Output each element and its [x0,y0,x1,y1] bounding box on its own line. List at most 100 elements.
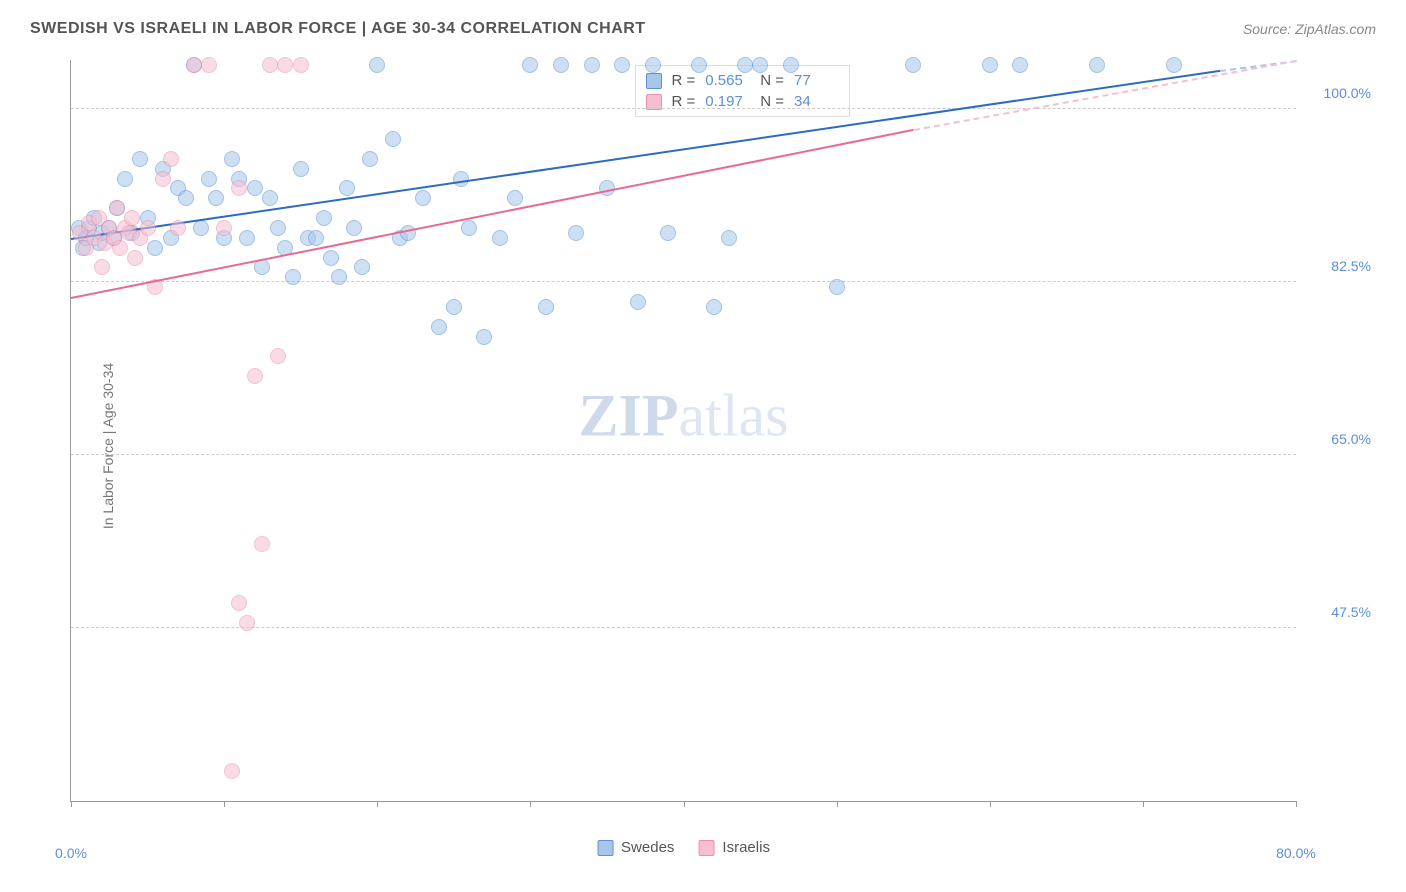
data-point [354,259,370,275]
watermark: ZIPatlas [579,381,789,450]
data-point [94,259,110,275]
gridline [71,281,1296,282]
series-swatch [646,73,662,89]
series-swatch [646,94,662,110]
data-point [224,151,240,167]
legend-item: Swedes [597,839,674,856]
data-point [538,299,554,315]
trend-line [914,60,1297,131]
stat-n-value: 77 [794,72,839,89]
x-tick [71,801,72,807]
data-point [201,171,217,187]
data-point [270,348,286,364]
data-point [201,57,217,73]
data-point [127,250,143,266]
y-tick-label: 47.5% [1306,604,1371,620]
data-point [645,57,661,73]
x-tick [837,801,838,807]
data-point [982,57,998,73]
x-tick [377,801,378,807]
gridline [71,627,1296,628]
legend-label: Israelis [722,839,770,856]
source-label: Source: ZipAtlas.com [1243,21,1376,37]
data-point [262,57,278,73]
data-point [446,299,462,315]
data-point [170,220,186,236]
stat-n-label: N = [760,72,784,89]
data-point [660,225,676,241]
data-point [691,57,707,73]
legend-swatch [597,840,613,856]
data-point [476,329,492,345]
data-point [706,299,722,315]
gridline [71,108,1296,109]
data-point [584,57,600,73]
data-point [721,230,737,246]
data-point [1012,57,1028,73]
data-point [293,161,309,177]
data-point [193,220,209,236]
data-point [431,319,447,335]
y-tick-label: 100.0% [1306,85,1371,101]
stats-row: R = 0.565 N = 77 [646,70,840,91]
data-point [163,151,179,167]
data-point [385,131,401,147]
data-point [783,57,799,73]
x-tick [1296,801,1297,807]
trend-line [71,129,914,299]
legend-item: Israelis [698,839,770,856]
data-point [346,220,362,236]
data-point [277,57,293,73]
data-point [752,57,768,73]
data-point [117,171,133,187]
x-tick-label: 80.0% [1276,845,1316,861]
data-point [369,57,385,73]
data-point [112,240,128,256]
data-point [316,210,332,226]
data-point [186,57,202,73]
data-point [109,200,125,216]
data-point [1166,57,1182,73]
data-point [247,368,263,384]
data-point [415,190,431,206]
data-point [155,171,171,187]
y-tick-label: 82.5% [1306,258,1371,274]
data-point [293,57,309,73]
data-point [231,180,247,196]
data-point [147,240,163,256]
data-point [737,57,753,73]
data-point [905,57,921,73]
stat-r-label: R = [672,72,696,89]
data-point [239,230,255,246]
x-tick [990,801,991,807]
data-point [568,225,584,241]
stat-r-value: 0.565 [705,72,750,89]
x-tick-label: 0.0% [55,845,87,861]
data-point [630,294,646,310]
x-tick [684,801,685,807]
data-point [247,180,263,196]
data-point [262,190,278,206]
legend-swatch [698,840,714,856]
plot-region: ZIPatlas R =0.565N =77R =0.197N =34 Swed… [70,60,1296,802]
data-point [239,615,255,631]
data-point [124,210,140,226]
data-point [331,269,347,285]
data-point [362,151,378,167]
data-point [254,536,270,552]
data-point [492,230,508,246]
x-tick [1143,801,1144,807]
data-point [829,279,845,295]
data-point [553,57,569,73]
data-point [132,151,148,167]
data-point [224,763,240,779]
data-point [461,220,477,236]
y-tick-label: 65.0% [1306,431,1371,447]
legend-label: Swedes [621,839,674,856]
data-point [208,190,224,206]
data-point [507,190,523,206]
data-point [231,595,247,611]
data-point [522,57,538,73]
x-tick [224,801,225,807]
chart-title: SWEDISH VS ISRAELI IN LABOR FORCE | AGE … [30,20,646,38]
